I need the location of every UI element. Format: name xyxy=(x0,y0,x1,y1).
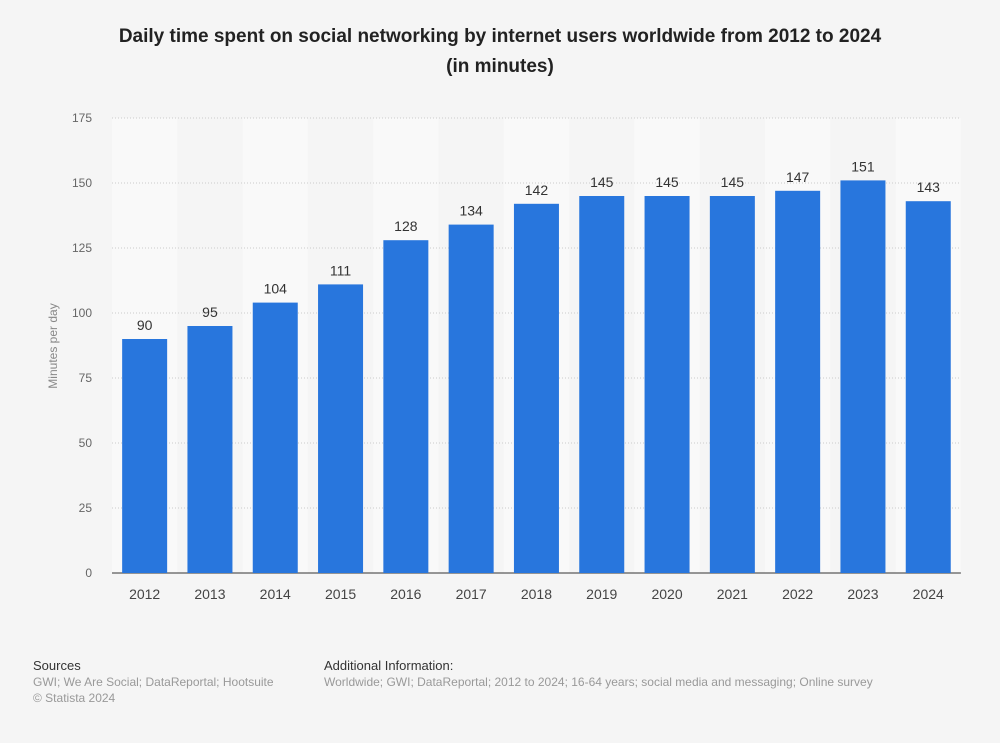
y-tick-label: 25 xyxy=(79,501,93,515)
x-tick-label: 2015 xyxy=(325,586,356,602)
y-tick-label: 75 xyxy=(79,371,93,385)
bar xyxy=(448,224,494,573)
additional-info-text: Worldwide; GWI; DataReportal; 2012 to 20… xyxy=(324,675,873,689)
data-label: 95 xyxy=(202,304,218,320)
data-label: 134 xyxy=(459,203,483,219)
y-tick-label: 100 xyxy=(72,306,92,320)
x-tick-label: 2016 xyxy=(390,586,421,602)
bar xyxy=(709,196,755,573)
x-tick-label: 2014 xyxy=(260,586,291,602)
data-label: 151 xyxy=(851,158,875,174)
bar xyxy=(905,201,951,573)
bar xyxy=(318,284,364,573)
data-label: 145 xyxy=(721,174,745,190)
additional-info-block: Additional Information: Worldwide; GWI; … xyxy=(324,658,873,690)
data-label: 147 xyxy=(786,169,810,185)
sources-block: Sources GWI; We Are Social; DataReportal… xyxy=(33,658,274,706)
data-label: 143 xyxy=(917,179,941,195)
x-tick-label: 2012 xyxy=(129,586,160,602)
x-tick-label: 2022 xyxy=(782,586,813,602)
data-label: 145 xyxy=(655,174,679,190)
chart-title: Daily time spent on social networking by… xyxy=(0,22,1000,82)
x-tick-label: 2018 xyxy=(521,586,552,602)
bar xyxy=(252,302,298,573)
data-label: 104 xyxy=(264,281,288,297)
bar xyxy=(775,190,821,574)
bar xyxy=(579,196,625,573)
y-tick-label: 125 xyxy=(72,241,92,255)
y-tick-label: 150 xyxy=(72,176,92,190)
bar xyxy=(122,339,168,573)
x-tick-label: 2021 xyxy=(717,586,748,602)
chart-title-line1: Daily time spent on social networking by… xyxy=(118,26,882,47)
bar xyxy=(383,240,429,573)
data-label: 145 xyxy=(590,174,614,190)
bar-chart: 90 95 104 111 128 134 142 145 145 145 147 151 143 20… xyxy=(46,111,961,602)
data-label: 142 xyxy=(525,182,549,198)
x-tick-label: 2023 xyxy=(847,586,878,602)
sources-text: GWI; We Are Social; DataReportal; Hootsu… xyxy=(33,675,274,689)
data-label: 90 xyxy=(137,317,153,333)
x-tick-label: 2024 xyxy=(913,586,944,602)
copyright[interactable]: © Statista 2024 xyxy=(33,691,116,705)
y-tick-label: 0 xyxy=(85,566,92,580)
y-axis-label: Minutes per day xyxy=(46,303,60,388)
bar xyxy=(187,326,233,573)
x-tick-label: 2017 xyxy=(456,586,487,602)
bar xyxy=(644,196,690,573)
sources-heading: Sources xyxy=(33,658,81,673)
x-tick-label: 2013 xyxy=(194,586,225,602)
x-tick-label: 2019 xyxy=(586,586,617,602)
additional-info-heading: Additional Information: xyxy=(324,658,454,673)
bar xyxy=(840,180,886,573)
chart-title-line2: (in minutes) xyxy=(446,56,554,77)
bar xyxy=(513,203,559,574)
x-tick-label: 2020 xyxy=(651,586,682,602)
data-label: 128 xyxy=(394,218,418,234)
y-tick-label: 175 xyxy=(72,111,92,125)
data-label: 111 xyxy=(330,262,351,278)
y-tick-label: 50 xyxy=(79,436,93,450)
